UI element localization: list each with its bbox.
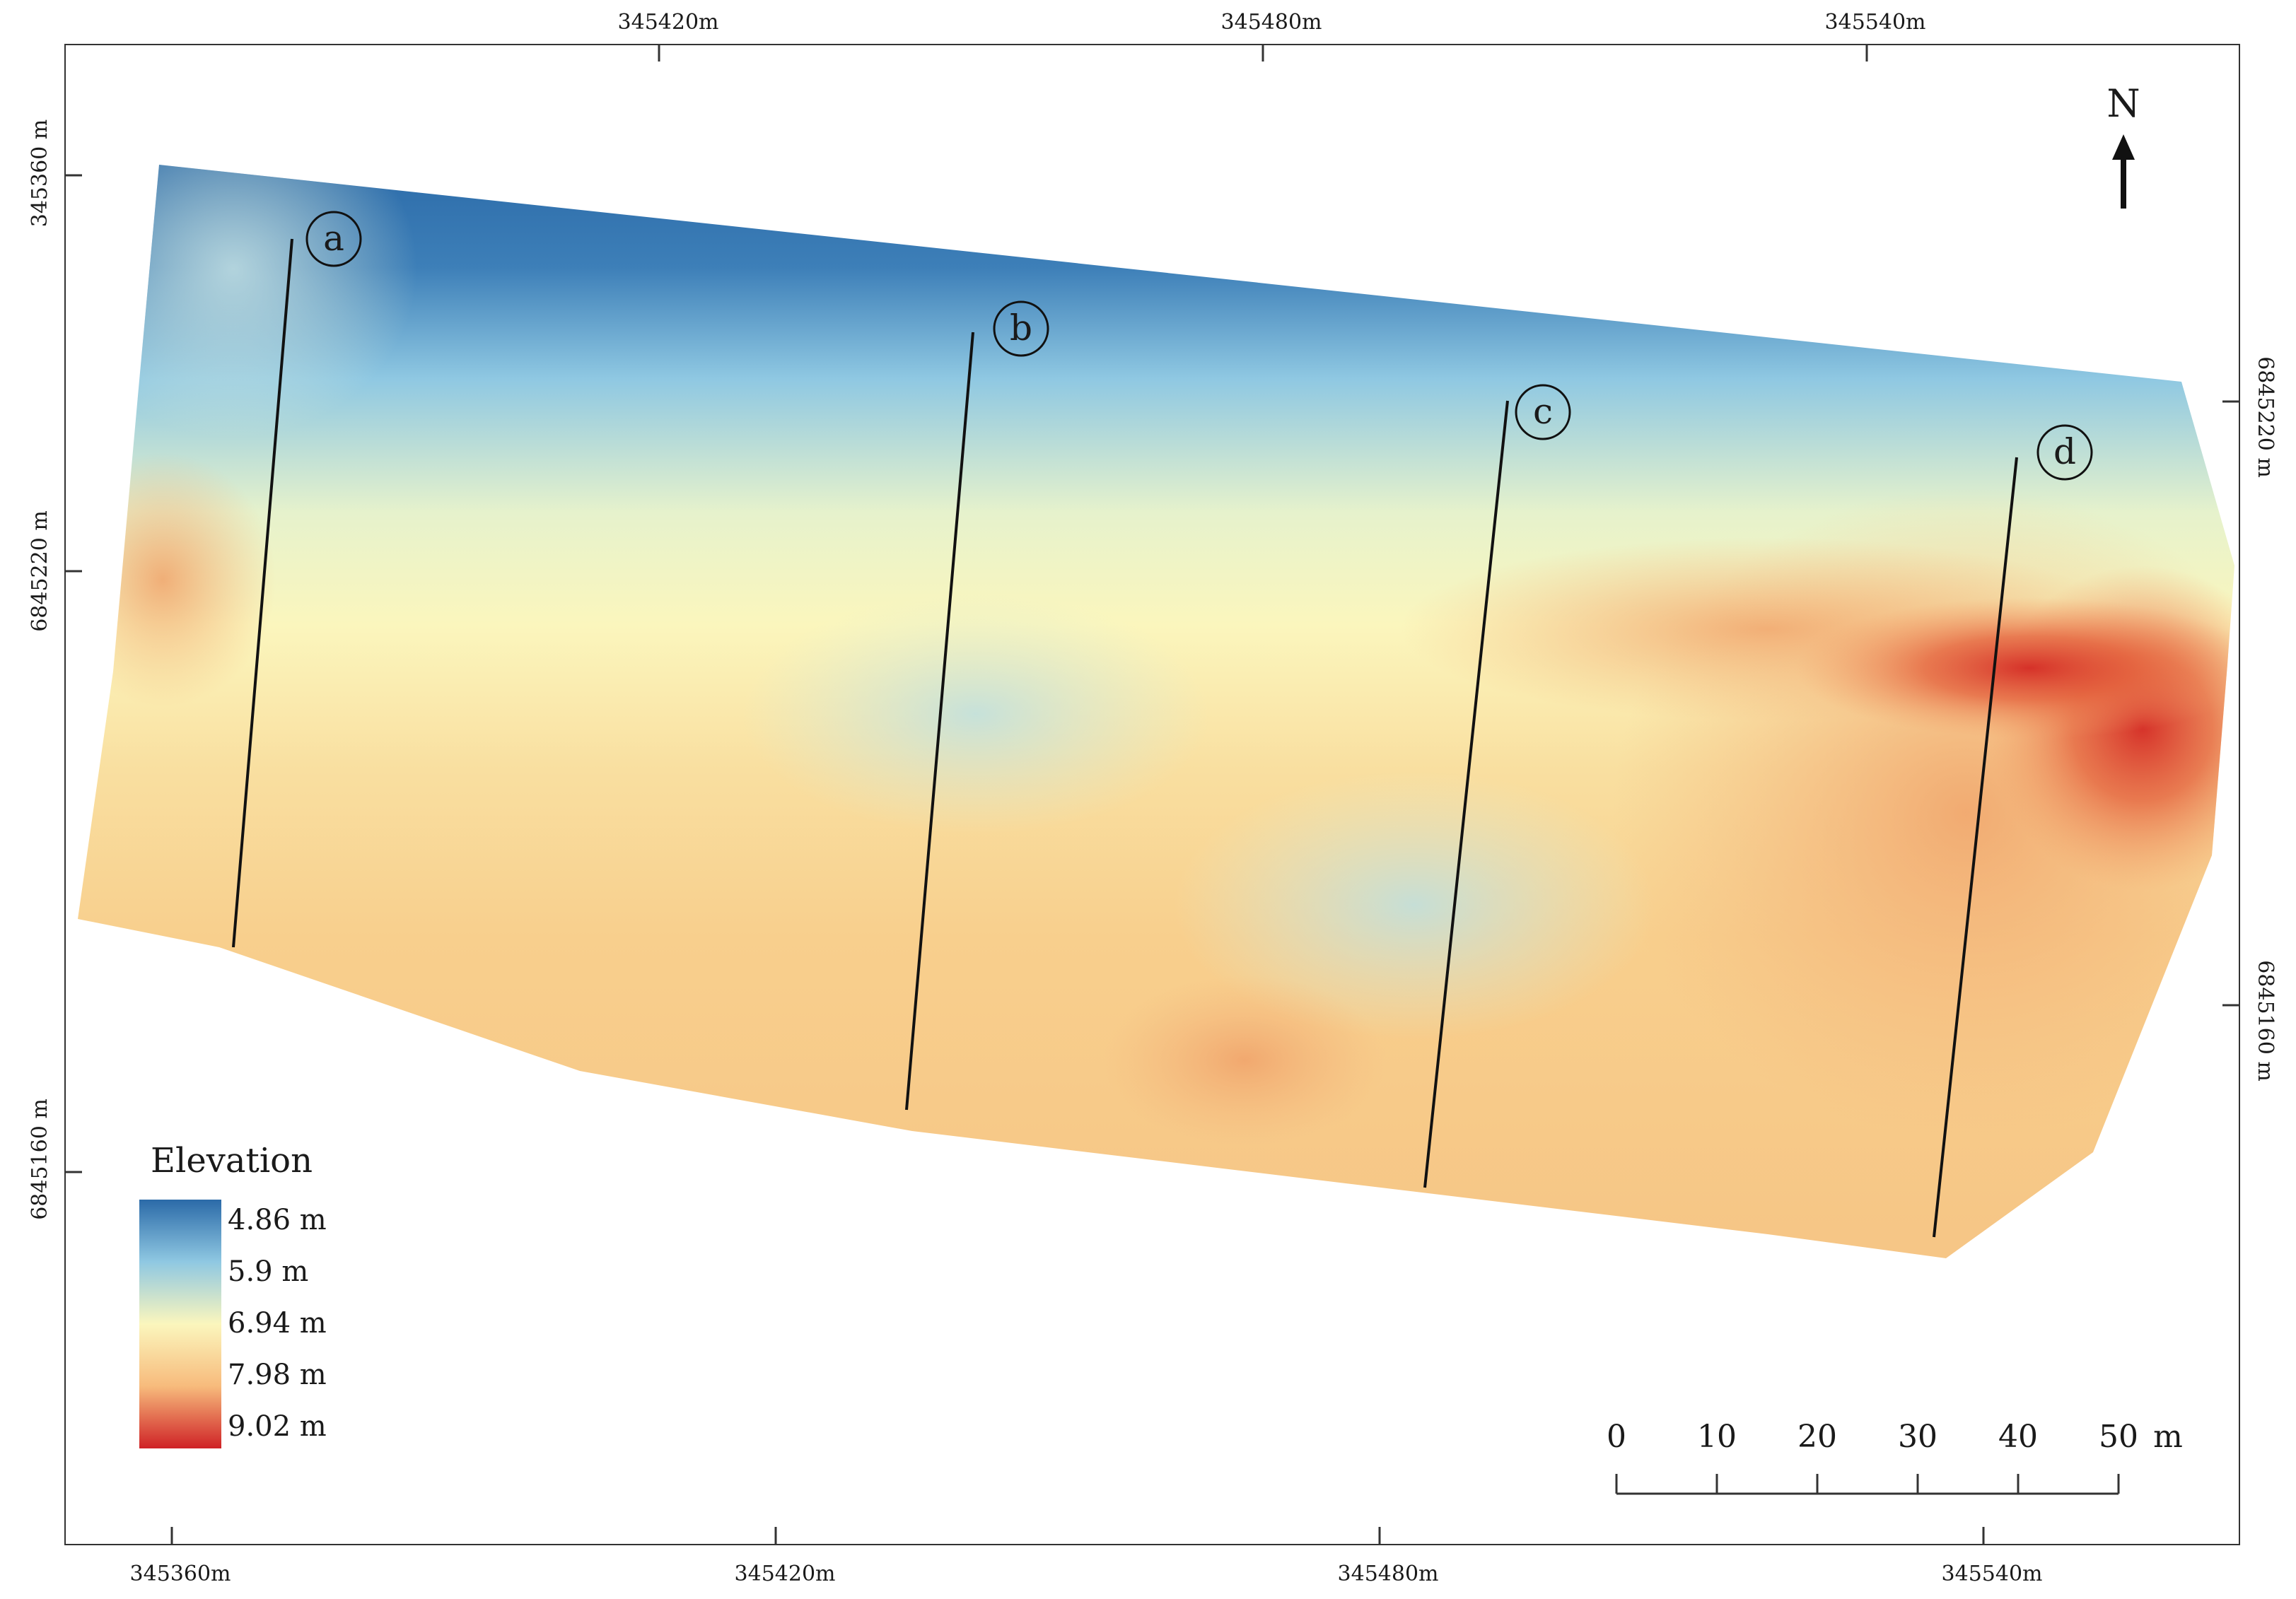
scale-tick-40: 40 [1998, 1419, 2038, 1455]
legend-title: Elevation [151, 1141, 313, 1181]
left-grid-labels: 345360 m 6845220 m 6845160 m [28, 119, 82, 1220]
top-x-label-2: 345480m [1221, 10, 1322, 35]
north-arrow: N [2106, 81, 2140, 209]
scale-tick-10: 10 [1697, 1419, 1737, 1455]
profile-label-text-a: a [323, 218, 344, 259]
profile-marker-d [2036, 424, 2093, 481]
profile-label-c: c [1515, 384, 1571, 440]
profile-label-d: d [2036, 424, 2093, 481]
scale-tick-0: 0 [1607, 1419, 1626, 1455]
bottom-x-label-4: 345540m [1942, 1562, 2043, 1586]
legend-color-ramp [139, 1200, 221, 1448]
profile-marker-a [305, 211, 362, 267]
profile-marker-c [1515, 384, 1571, 440]
top-x-label-3: 345540m [1825, 10, 1926, 35]
profile-line-b [905, 332, 974, 1111]
profile-marker-b [993, 300, 1049, 357]
right-grid-labels: 6845220 m 6845160 m [2222, 356, 2278, 1082]
profile-label-a: a [305, 211, 362, 267]
legend: Elevation 4.86 m 5.9 m 6.94 m 7.98 m 9.0… [139, 1141, 327, 1448]
profile-label-text-d: d [2053, 431, 2076, 472]
profile-line-d [1933, 457, 2018, 1238]
top-grid-labels: 345420m 345480m 345540m [618, 10, 1926, 62]
legend-value-1: 4.86 m [228, 1204, 327, 1236]
bottom-x-label-1: 345360m [130, 1562, 231, 1586]
legend-value-5: 9.02 m [228, 1410, 327, 1443]
bottom-x-label-2: 345420m [735, 1562, 836, 1586]
legend-value-3: 6.94 m [228, 1307, 327, 1340]
bottom-x-label-3: 345480m [1338, 1562, 1439, 1586]
scale-unit: m [2153, 1419, 2183, 1455]
profile-lines [232, 238, 2018, 1238]
left-y-label-3: 6845160 m [28, 1099, 52, 1220]
profile-line-a [232, 238, 293, 948]
scale-tick-20: 20 [1797, 1419, 1837, 1455]
legend-value-2: 5.9 m [228, 1255, 308, 1288]
right-y-label-1: 6845220 m [2253, 356, 2278, 478]
scale-tick-30: 30 [1898, 1419, 1937, 1455]
right-y-label-2: 6845160 m [2253, 960, 2278, 1082]
top-x-label-1: 345420m [618, 10, 719, 35]
profile-line-c [1423, 400, 1509, 1188]
scale-bar: 0 10 20 30 40 50 m [1607, 1419, 2183, 1495]
legend-value-4: 7.98 m [228, 1359, 327, 1391]
north-arrow-label: N [2106, 81, 2140, 126]
profile-label-text-b: b [1010, 308, 1032, 348]
elevation-raster [78, 165, 2234, 1258]
left-y-label-2: 6845220 m [28, 510, 52, 632]
profile-label-b: b [993, 300, 1049, 357]
scale-tick-50: 50 [2099, 1419, 2138, 1455]
left-y-label-1: 345360 m [28, 119, 52, 228]
map-frame [64, 44, 2240, 1545]
north-arrow-icon [2112, 134, 2135, 160]
bottom-grid-labels: 345360m 345420m 345480m 345540m [130, 1527, 2043, 1586]
profile-label-text-c: c [1533, 391, 1553, 432]
